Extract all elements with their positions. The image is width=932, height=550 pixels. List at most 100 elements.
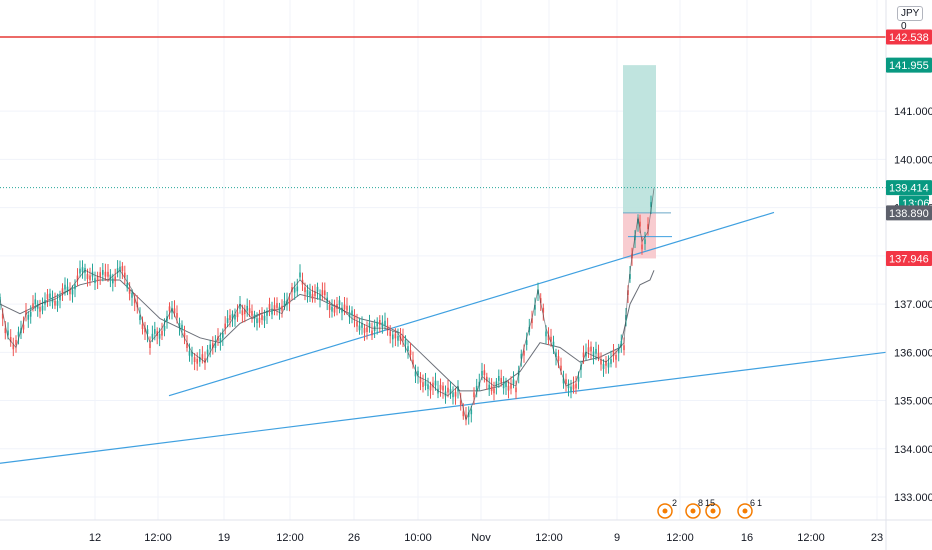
- candle-body: [141, 324, 144, 329]
- candle-body: [146, 329, 149, 334]
- candle-body: [353, 314, 356, 320]
- candle-body: [412, 359, 414, 365]
- candle-body: [620, 341, 623, 346]
- candle-body: [363, 327, 366, 333]
- candle-body: [209, 344, 211, 350]
- candle-body: [131, 292, 133, 298]
- candle-body: [539, 298, 542, 303]
- candle-body: [407, 346, 409, 351]
- candle-body: [154, 329, 156, 334]
- candle-body: [296, 286, 299, 292]
- candle-body: [219, 338, 222, 343]
- candle-body: [617, 348, 620, 354]
- candle-body: [168, 306, 171, 312]
- candle-body: [582, 352, 585, 358]
- y-tick-label: 135.000: [894, 396, 932, 408]
- candle-body: [89, 275, 91, 281]
- y-tick-label: 134.000: [894, 444, 932, 456]
- candle-body: [343, 304, 346, 310]
- candle-body: [236, 312, 239, 318]
- y-tick-label: 137.000: [894, 299, 932, 311]
- candle-body: [112, 278, 114, 284]
- candle-body: [222, 333, 224, 338]
- candle-body: [427, 384, 429, 390]
- candle-body: [498, 376, 500, 381]
- candle-body: [96, 276, 99, 281]
- currency-label[interactable]: JPY: [897, 6, 924, 21]
- candle-body: [226, 318, 229, 323]
- candle-body: [268, 304, 271, 309]
- upper-channel-line[interactable]: [168, 211, 775, 397]
- candle-body: [414, 371, 417, 377]
- candle-body: [552, 341, 555, 347]
- candle-body: [7, 330, 9, 336]
- candle-body: [283, 301, 286, 306]
- candle-body: [114, 276, 116, 282]
- candle-body: [602, 364, 605, 369]
- candle-body: [542, 307, 545, 313]
- candle-body: [293, 287, 296, 293]
- candle-body: [116, 268, 119, 273]
- y-tick-label: 141.000: [894, 106, 932, 118]
- x-tick-label: 19: [218, 532, 230, 544]
- candle-body: [537, 289, 539, 295]
- candle-body: [64, 284, 66, 290]
- candle-body: [404, 339, 407, 345]
- candle-body: [417, 370, 419, 376]
- candle-body: [133, 298, 136, 304]
- candle-body: [324, 290, 326, 296]
- candle-body: [144, 327, 146, 333]
- x-tick-label: 23: [871, 532, 883, 544]
- candle-body: [193, 357, 196, 362]
- candle-body: [612, 351, 615, 356]
- candle-body: [66, 286, 69, 292]
- price-tag-green: 139.414: [886, 180, 932, 196]
- candle-body: [545, 331, 547, 337]
- candle-body: [61, 288, 64, 294]
- candle-body: [173, 308, 176, 314]
- candle-body: [368, 322, 371, 328]
- event-count-label: 15: [705, 498, 715, 508]
- candle-body: [409, 350, 412, 355]
- candle-body: [71, 289, 74, 295]
- candle-body: [271, 309, 273, 315]
- candle-body: [597, 352, 600, 358]
- candle-body: [381, 322, 384, 328]
- candle-body: [79, 268, 81, 274]
- candle-body: [4, 328, 7, 334]
- candle-body: [470, 409, 473, 415]
- candle-body: [59, 295, 61, 301]
- candle-body: [392, 334, 394, 340]
- event-marker[interactable]: [685, 503, 701, 519]
- candle-body: [605, 360, 607, 366]
- candle-body: [278, 306, 281, 312]
- candle-body: [346, 305, 348, 311]
- candle-body: [351, 310, 353, 316]
- candle-body: [473, 392, 475, 398]
- candle-body: [181, 324, 183, 330]
- price-tag-red: 137.946: [886, 250, 932, 266]
- candle-body: [99, 272, 101, 277]
- candle-body: [629, 274, 631, 279]
- candle-body: [104, 271, 107, 277]
- event-marker[interactable]: [657, 503, 673, 519]
- candle-body: [502, 383, 505, 389]
- candle-body: [590, 346, 592, 352]
- candle-body: [94, 278, 96, 284]
- currency-selector[interactable]: JPY0: [897, 6, 932, 32]
- candle-body: [386, 325, 389, 331]
- candle-body: [490, 386, 493, 392]
- y-tick-label: 133.000: [894, 492, 932, 504]
- candle-body: [328, 305, 331, 310]
- candle-body: [495, 381, 498, 387]
- event-marker[interactable]: [737, 503, 753, 519]
- event-markers[interactable]: 2 8 15 6 1: [657, 498, 762, 519]
- candle-body: [424, 381, 427, 386]
- candle-body: [41, 305, 44, 311]
- lower-channel-line[interactable]: [0, 351, 887, 464]
- trendlines[interactable]: [0, 211, 887, 464]
- candle-body: [158, 333, 161, 339]
- candle-body: [56, 300, 59, 306]
- event-marker[interactable]: [705, 503, 721, 519]
